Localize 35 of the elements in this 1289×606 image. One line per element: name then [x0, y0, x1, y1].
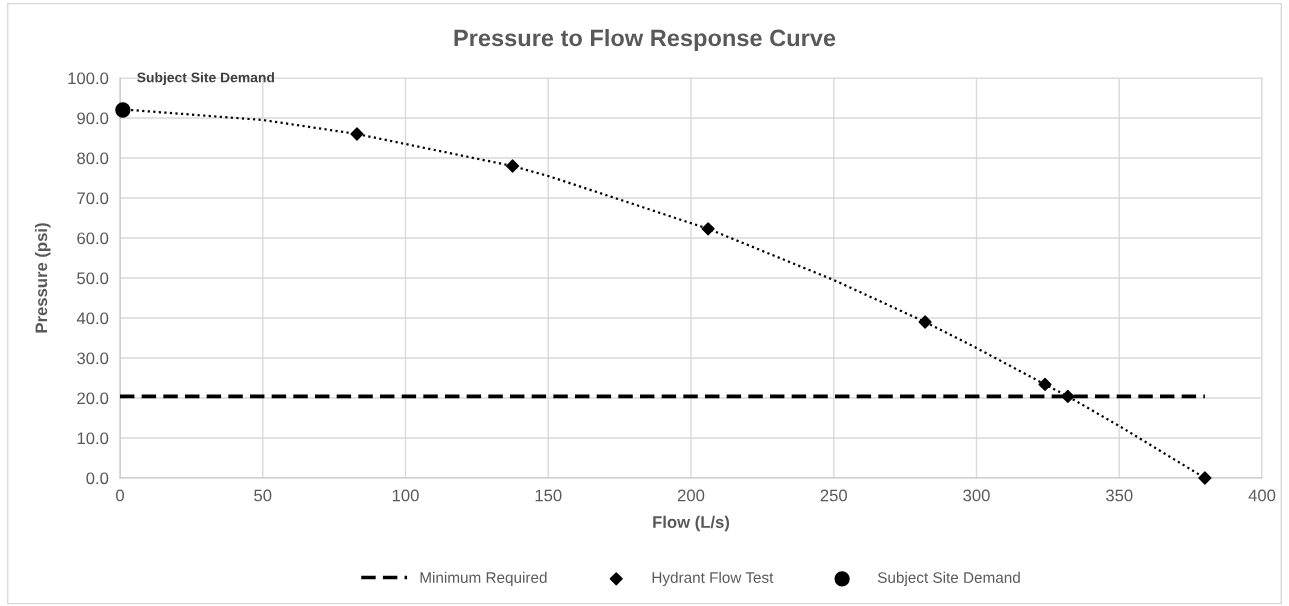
- point: [1061, 389, 1075, 403]
- chart-title: Pressure to Flow Response Curve: [454, 29, 836, 51]
- point: [701, 222, 715, 236]
- y-tick-label: 20.0: [77, 392, 109, 405]
- y-tick-label: 90.0: [77, 112, 109, 125]
- y-tick-label: 80.0: [77, 152, 109, 165]
- x-tick-label: 50: [254, 489, 272, 502]
- x-tick-label: 100: [392, 489, 419, 502]
- legend-label: Hydrant Flow Test: [652, 571, 774, 586]
- point: [1038, 377, 1052, 391]
- point: [115, 102, 131, 118]
- legend-label: Subject Site Demand: [877, 571, 1020, 586]
- legend-label: Minimum Required: [420, 571, 547, 586]
- point: [918, 315, 932, 329]
- y-tick-label: 50.0: [77, 272, 109, 285]
- point: [1198, 471, 1212, 485]
- x-tick-label: 200: [677, 489, 705, 502]
- y-tick-label: 30.0: [77, 352, 109, 365]
- y-tick-label: 100.0: [68, 72, 109, 85]
- y-axis-title: Pressure (psi): [34, 223, 51, 333]
- y-tick-label: 40.0: [76, 312, 109, 325]
- y-tick-label: 70.0: [77, 192, 109, 205]
- x-tick-label: 400: [1248, 489, 1276, 502]
- annotation: Subject Site Demand: [137, 72, 274, 86]
- x-tick-label: 0: [116, 489, 124, 502]
- y-tick-label: 0.0: [86, 472, 109, 485]
- x-axis-title: Flow (L/s): [653, 515, 730, 532]
- point: [505, 159, 520, 173]
- x-tick-label: 250: [820, 489, 847, 502]
- x-tick-label: 300: [963, 489, 990, 502]
- y-tick-label: 60.0: [77, 232, 109, 245]
- point: [350, 127, 364, 141]
- y-tick-label: 10.0: [77, 432, 109, 445]
- x-tick-label: 150: [535, 489, 562, 502]
- x-tick-label: 350: [1105, 489, 1133, 502]
